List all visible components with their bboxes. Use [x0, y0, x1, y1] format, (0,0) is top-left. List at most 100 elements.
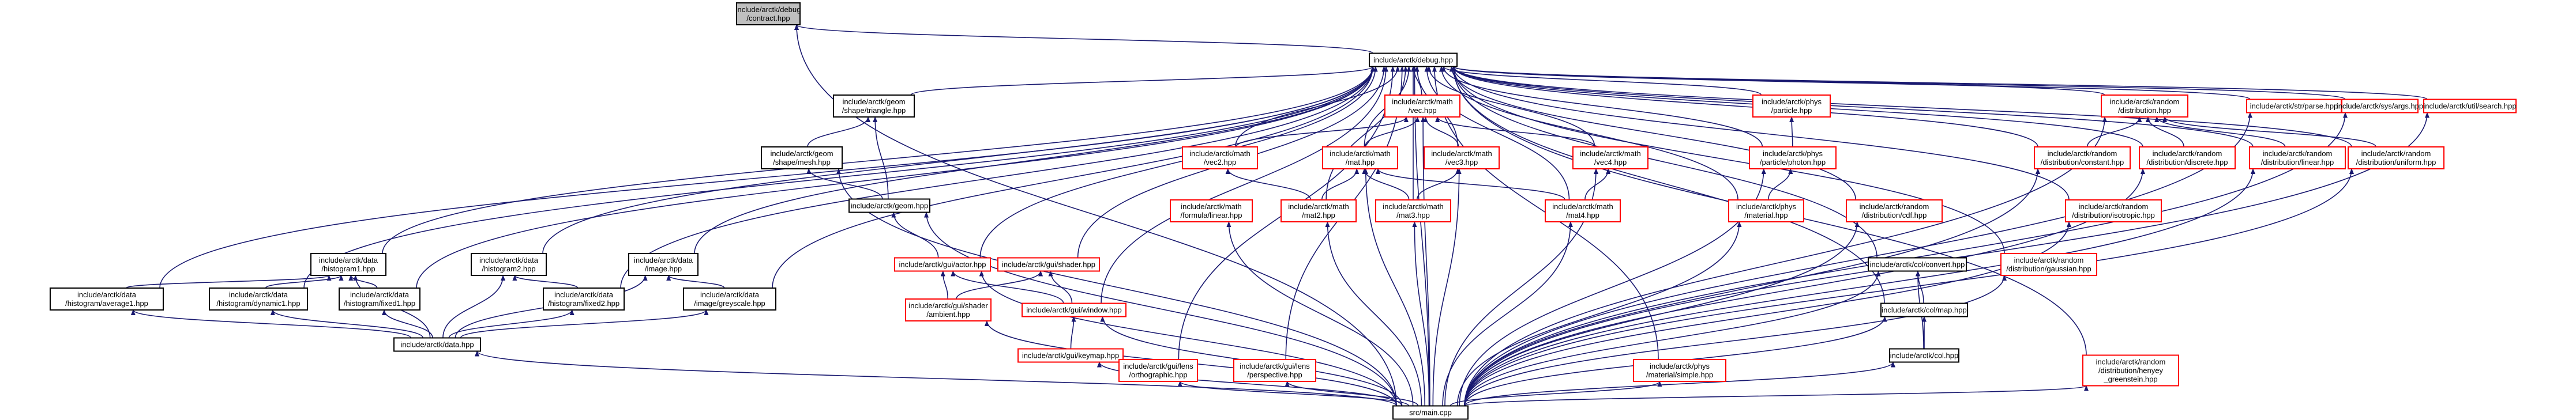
node-label: include/arctk/random: [2014, 256, 2084, 264]
node-mat[interactable]: include/arctk/math/mat.hpp: [1322, 146, 1398, 169]
node-material[interactable]: include/arctk/phys/material.hpp: [1728, 199, 1804, 222]
node-label: include/arctk/random: [1860, 202, 1929, 211]
node-label: include/arctk/util/search.hpp: [2423, 102, 2516, 111]
edge-window-to-debug: [1101, 66, 1388, 304]
node-hist1[interactable]: include/arctk/data/histogram1.hpp: [310, 253, 386, 276]
node-label: include/arctk/random: [2079, 202, 2149, 211]
node-ortho[interactable]: include/arctk/gui/lens/orthographic.hpp: [1118, 359, 1198, 382]
node-mat4[interactable]: include/arctk/math/mat4.hpp: [1545, 199, 1621, 222]
node-label: include/arctk/sys/args.hpp: [2337, 102, 2423, 111]
node-label: include/arctk/math: [1431, 149, 1492, 158]
node-gaussian[interactable]: include/arctk/random/distribution/gaussi…: [2000, 253, 2097, 276]
node-colmap[interactable]: include/arctk/col/map.hpp: [1880, 302, 1968, 317]
node-label: /vec.hpp: [1408, 106, 1436, 115]
node-label: /distribution/constant.hpp: [2041, 158, 2124, 167]
node-box: [339, 287, 420, 311]
node-debug[interactable]: include/arctk/debug.hpp: [1369, 52, 1458, 67]
node-mat2[interactable]: include/arctk/math/mat2.hpp: [1281, 199, 1357, 222]
node-main[interactable]: src/main.cpp: [1392, 405, 1469, 420]
node-label: /orthographic.hpp: [1129, 370, 1187, 379]
node-henyey[interactable]: include/arctk/random/distribution/henyey…: [2082, 354, 2179, 387]
node-label: /histogram/dynamic1.hpp: [216, 299, 300, 308]
node-isotropic[interactable]: include/arctk/random/distribution/isotro…: [2065, 199, 2162, 222]
node-discrete[interactable]: include/arctk/random/distribution/discre…: [2139, 146, 2236, 169]
edge-main-to-convert: [1464, 270, 1881, 406]
node-box: [2348, 146, 2444, 169]
node-label: include/arctk/gui/actor.hpp: [899, 260, 986, 269]
node-box: [1868, 257, 1967, 272]
node-box: [905, 298, 992, 321]
node-label: /image/greyscale.hpp: [694, 299, 765, 308]
edge-window-to-actor: [951, 270, 1064, 304]
node-label: include/arctk/phys: [1736, 202, 1797, 211]
node-parse[interactable]: include/arctk/str/parse.hpp: [2246, 99, 2342, 113]
node-particle[interactable]: include/arctk/phys/particle.hpp: [1752, 94, 1831, 118]
node-hist_dyn[interactable]: include/arctk/data/histogram/dynamic1.hp…: [209, 287, 308, 311]
edge-photon-to-particle: [1789, 116, 1794, 147]
node-vec2[interactable]: include/arctk/math/vec2.hpp: [1182, 146, 1258, 169]
edge-main-to-henyey: [1464, 385, 2089, 407]
edge-hist_fix2-to-debug: [620, 66, 1375, 289]
edge-main-to-formula: [1226, 221, 1414, 406]
node-col[interactable]: include/arctk/col.hpp: [1889, 348, 1959, 363]
node-constant[interactable]: include/arctk/random/distribution/consta…: [2034, 146, 2131, 169]
node-label: /mat2.hpp: [1302, 211, 1335, 220]
node-formula[interactable]: include/arctk/math/formula/linear.hpp: [1170, 199, 1253, 222]
edge-main-to-material: [1456, 221, 1742, 406]
node-vec3[interactable]: include/arctk/math/vec3.hpp: [1424, 146, 1500, 169]
node-box: [1281, 199, 1357, 222]
node-mat3[interactable]: include/arctk/math/mat3.hpp: [1375, 199, 1451, 222]
node-hist_fix1[interactable]: include/arctk/data/histogram/fixed1.hpp: [339, 287, 420, 311]
edge-colmap-to-debug: [1451, 66, 1885, 304]
edge-uniform-to-debug: [1451, 66, 2352, 147]
node-args[interactable]: include/arctk/sys/args.hpp: [2337, 99, 2423, 113]
node-convert[interactable]: include/arctk/col/convert.hpp: [1868, 257, 1967, 272]
node-label: /histogram/average1.hpp: [65, 299, 148, 308]
node-persp[interactable]: include/arctk/gui/lens/perspective.hpp: [1233, 359, 1316, 382]
node-ambient[interactable]: include/arctk/gui/shader/ambient.hpp: [905, 298, 992, 321]
node-geom[interactable]: include/arctk/geom.hpp: [848, 198, 930, 213]
node-box: [1375, 199, 1451, 222]
node-vec[interactable]: include/arctk/math/vec.hpp: [1384, 94, 1460, 118]
edge-main-to-parse: [1464, 112, 2252, 406]
node-data[interactable]: include/arctk/data.hpp: [393, 337, 481, 352]
node-search[interactable]: include/arctk/util/search.hpp: [2423, 99, 2517, 113]
node-label: /vec3.hpp: [1445, 158, 1478, 167]
node-mesh[interactable]: include/arctk/geom/shape/mesh.hpp: [761, 146, 843, 169]
node-label: include/arctk/math: [1552, 202, 1613, 211]
node-cdf[interactable]: include/arctk/random/distribution/cdf.hp…: [1846, 199, 1943, 222]
node-triangle[interactable]: include/arctk/geom/shape/triangle.hpp: [833, 94, 915, 118]
node-window[interactable]: include/arctk/gui/window.hpp: [1022, 302, 1126, 317]
node-hist_fix2[interactable]: include/arctk/data/histogram/fixed2.hpp: [543, 287, 625, 311]
node-label: include/arctk/geom: [842, 97, 905, 106]
node-label: include/arctk/str/parse.hpp: [2250, 102, 2338, 111]
edge-material-to-photon: [1767, 168, 1793, 200]
node-grayscale[interactable]: include/arctk/data/image/greyscale.hpp: [683, 287, 776, 311]
edge-ambient-to-actor: [940, 270, 948, 300]
node-photon[interactable]: include/arctk/phys/particle/photon.hpp: [1749, 146, 1837, 169]
edge-main-to-isotropic: [1464, 221, 2071, 406]
node-keymap[interactable]: include/arctk/gui/keymap.hpp: [1017, 348, 1124, 363]
node-actor[interactable]: include/arctk/gui/actor.hpp: [894, 257, 991, 272]
node-matsimple[interactable]: include/arctk/phys/material/simple.hpp: [1633, 359, 1726, 382]
edge-vec2-to-debug: [1235, 66, 1400, 147]
node-shader[interactable]: include/arctk/gui/shader.hpp: [997, 257, 1100, 272]
edge-uniform-to-distribution: [2162, 116, 2376, 147]
node-hist2[interactable]: include/arctk/data/histogram2.hpp: [471, 253, 547, 276]
node-contract: include/arctk/debug/contract.hpp: [736, 2, 801, 25]
node-label: /shape/mesh.hpp: [773, 158, 831, 167]
node-linear[interactable]: include/arctk/random/distribution/linear…: [2249, 146, 2346, 169]
edge-grayscale-to-debug: [772, 66, 1375, 289]
node-hist_avg[interactable]: include/arctk/data/histogram/average1.hp…: [50, 287, 164, 311]
node-label: include/arctk/random: [2096, 358, 2166, 366]
node-box: [1369, 52, 1458, 67]
node-label: include/arctk/math: [1330, 149, 1391, 158]
node-label: include/arctk/data.hpp: [400, 340, 474, 349]
node-uniform[interactable]: include/arctk/random/distribution/unifor…: [2348, 146, 2444, 169]
node-image[interactable]: include/arctk/data/image.hpp: [628, 253, 699, 276]
node-box: [1017, 348, 1124, 363]
node-label: include/arctk/data: [77, 290, 137, 299]
node-vec4[interactable]: include/arctk/math/vec4.hpp: [1572, 146, 1649, 169]
node-distribution[interactable]: include/arctk/random/distribution.hpp: [2101, 94, 2188, 118]
node-label: include/arctk/math: [1392, 97, 1453, 106]
